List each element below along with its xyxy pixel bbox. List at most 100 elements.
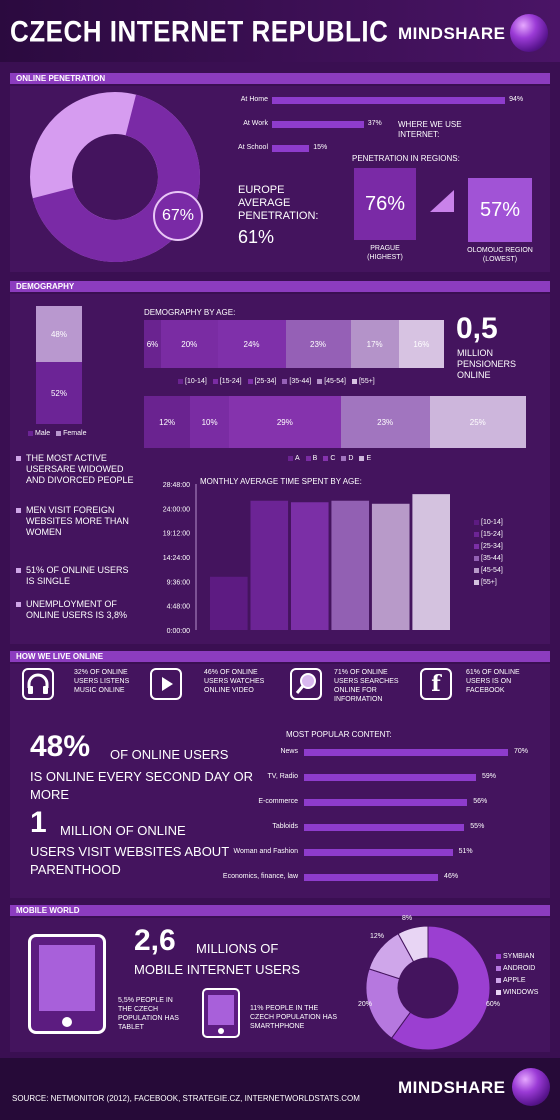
source-text: SOURCE: NETMONITOR (2012), FACEBOOK, STR…	[12, 1094, 360, 1103]
content-label: Tabloids	[272, 823, 298, 830]
y-tick-label: 9:36:00	[167, 579, 190, 586]
legend-swatch	[317, 378, 323, 384]
content-bar	[304, 874, 439, 881]
footer-brand-text: MINDSHARE	[398, 1078, 506, 1097]
y-tick-label: 24:00:00	[163, 506, 190, 513]
content-value: 51%	[458, 848, 473, 855]
mobile-os-legend: SYMBIAN ANDROID APPLE WINDOWS	[496, 952, 556, 1000]
tablet-button	[62, 1017, 72, 1027]
legend-swatch	[474, 519, 479, 525]
olomouc-label: OLOMOUC REGION (LOWEST)	[467, 247, 533, 263]
section-demography: DEMOGRAPHY	[10, 281, 550, 292]
time-legend-row: [45-54]	[474, 566, 534, 575]
time-bar	[371, 503, 410, 630]
legend-label: [15-24]	[219, 378, 242, 385]
usage-bar	[272, 121, 364, 128]
smartphone-icon	[202, 988, 240, 1038]
prague-box: 76%	[354, 168, 416, 240]
mobile-users-value: 2,6	[134, 924, 176, 957]
legend-swatch	[351, 378, 357, 384]
legend-label: [15-24]	[481, 531, 503, 538]
pie-legend-row: WINDOWS	[496, 988, 556, 997]
legend-label: APPLE	[503, 977, 526, 984]
bullet-active-users: THE MOST ACTIVE USERSARE WIDOWED AND DIV…	[16, 453, 136, 486]
legend-label: D	[348, 455, 354, 462]
stacked-segment: 20%	[160, 320, 218, 368]
how-we-live-panel	[10, 664, 550, 898]
content-bar	[304, 749, 508, 756]
y-tick-label: 28:48:00	[163, 482, 190, 489]
mobile-os-donut: 60% 20% 12% 8%	[358, 915, 500, 1051]
content-label: News	[280, 748, 298, 755]
stacked-segment: 29%	[228, 396, 341, 448]
stacked-segment: 25%	[429, 396, 526, 448]
footer-mindshare-logo-icon	[512, 1068, 550, 1106]
legend-swatch	[341, 455, 347, 461]
smartphone-button	[218, 1028, 224, 1034]
big-stat-1-value: 1	[30, 806, 47, 839]
male-bar: 52%	[36, 362, 82, 424]
smartphone-screen	[208, 995, 234, 1025]
mobile-users-text-a: MILLIONS OF	[196, 941, 279, 956]
legend-swatch	[474, 579, 479, 585]
legend-label: C	[330, 455, 336, 462]
stacked-segment: 10%	[190, 396, 229, 448]
tablet-icon	[28, 934, 106, 1034]
usage-value: 15%	[313, 144, 328, 151]
content-title: MOST POPULAR CONTENT:	[286, 730, 392, 739]
age-stacked-bar: 6% 20% 24% 23% 17% 16%	[144, 320, 444, 368]
usage-bar	[272, 145, 310, 152]
education-legend: A B C D E	[288, 454, 408, 463]
legend-label: [55+]	[358, 378, 375, 385]
usage-label: At School	[238, 144, 268, 151]
legend-swatch	[496, 953, 501, 959]
prague-label: PRAGUE (HIGHEST)	[367, 245, 403, 261]
content-value: 46%	[444, 873, 459, 880]
content-bar	[304, 774, 476, 781]
legend-swatch	[474, 531, 479, 537]
female-legend-label: Female	[63, 430, 87, 437]
triangle-icon	[430, 190, 454, 212]
legend-label: A	[295, 455, 300, 462]
usage-label: At Work	[243, 120, 268, 127]
big-stat-48-text-b: IS ONLINE EVERY SECOND DAY OR MORE	[30, 769, 253, 802]
legend-swatch	[496, 977, 501, 983]
big-stat-48-value: 48%	[30, 730, 91, 763]
facebook-glyph: f	[431, 671, 441, 697]
stacked-segment: 23%	[340, 396, 430, 448]
time-chart-title: MONTHLY AVERAGE TIME SPENT BY AGE:	[200, 477, 362, 486]
content-bar	[304, 824, 465, 831]
time-legend-row: [35-44]	[474, 554, 534, 563]
time-bar	[331, 500, 370, 630]
usage-value: 94%	[509, 96, 524, 103]
stacked-segment: 12%	[144, 396, 191, 448]
stacked-segment: 17%	[350, 320, 399, 368]
play-glyph	[162, 677, 173, 691]
stacked-segment: 24%	[217, 320, 286, 368]
pie-legend-row: SYMBIAN	[496, 952, 556, 961]
legend-label: SYMBIAN	[503, 953, 535, 960]
tablet-stat: 5,5% PEOPLE IN THE CZECH POPULATION HAS …	[118, 997, 179, 1031]
age-chart-title: DEMOGRAPHY BY AGE:	[144, 308, 236, 317]
pie-legend-row: APPLE	[496, 976, 556, 985]
section-how-we-live: HOW WE LIVE ONLINE	[10, 651, 550, 662]
stacked-segment: 16%	[398, 320, 444, 368]
time-legend-row: [15-24]	[474, 530, 534, 539]
legend-label: B	[312, 455, 318, 462]
content-label: TV, Radio	[267, 773, 298, 780]
legend-swatch	[282, 378, 288, 384]
pensioners-value: 0,5	[456, 312, 498, 345]
time-legend-row: [25-34]	[474, 542, 534, 551]
magnifier-icon	[290, 668, 322, 700]
headphones-glyph	[27, 673, 49, 694]
tablet-screen	[39, 945, 95, 1011]
bullet-single: 51% OF ONLINE USERS IS SINGLE	[16, 565, 136, 587]
time-bar	[290, 502, 329, 630]
legend-label: [25-34]	[481, 543, 503, 550]
content-bar	[304, 849, 453, 856]
female-legend-swatch	[56, 430, 62, 436]
legend-label: [35-44]	[481, 555, 503, 562]
time-legend-row: [10-14]	[474, 518, 534, 527]
content-value: 70%	[514, 748, 529, 755]
footer	[0, 1058, 560, 1120]
